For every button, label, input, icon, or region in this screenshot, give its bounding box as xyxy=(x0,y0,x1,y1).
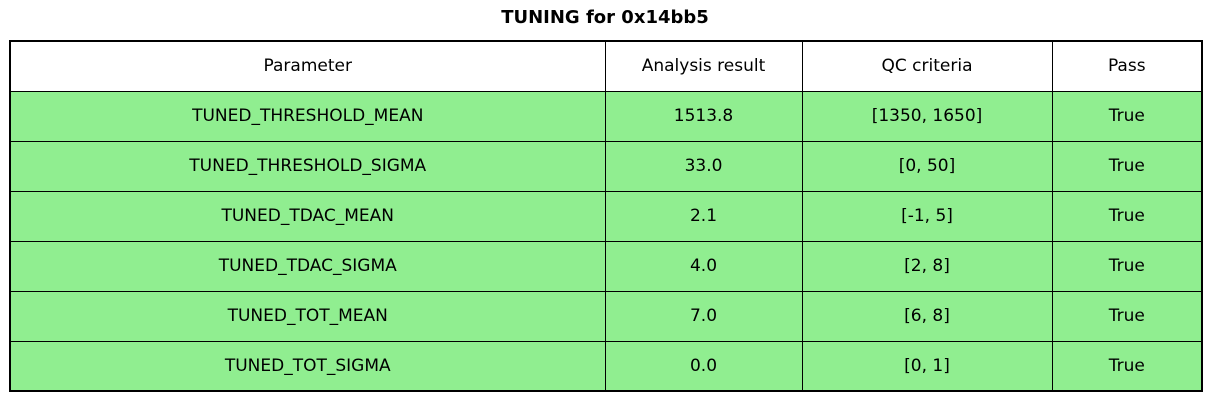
analysis-result-cell: 7.0 xyxy=(604,290,803,342)
parameter-cell: TUNED_TDAC_MEAN xyxy=(9,190,606,242)
parameter-cell: TUNED_TOT_SIGMA xyxy=(9,340,606,392)
qc-criteria-table: Parameter Analysis result QC criteria Pa… xyxy=(9,40,1203,392)
table-row: TUNED_THRESHOLD_MEAN 1513.8 [1350, 1650]… xyxy=(9,90,1203,142)
header-row: Parameter Analysis result QC criteria Pa… xyxy=(9,40,1203,92)
pass-cell: True xyxy=(1051,340,1203,392)
parameter-cell: TUNED_TOT_MEAN xyxy=(9,290,606,342)
analysis-result-cell: 2.1 xyxy=(604,190,803,242)
table-header: Parameter Analysis result QC criteria Pa… xyxy=(9,40,1203,92)
qc-criteria-cell: [2, 8] xyxy=(801,240,1053,292)
table-row: TUNED_TOT_SIGMA 0.0 [0, 1] True xyxy=(9,340,1203,392)
analysis-result-cell: 1513.8 xyxy=(604,90,803,142)
table-body: TUNED_THRESHOLD_MEAN 1513.8 [1350, 1650]… xyxy=(9,90,1203,392)
parameter-cell: TUNED_THRESHOLD_MEAN xyxy=(9,90,606,142)
column-header-parameter: Parameter xyxy=(9,40,606,92)
qc-criteria-cell: [0, 1] xyxy=(801,340,1053,392)
pass-cell: True xyxy=(1051,240,1203,292)
table-row: TUNED_TDAC_SIGMA 4.0 [2, 8] True xyxy=(9,240,1203,292)
qc-criteria-cell: [6, 8] xyxy=(801,290,1053,342)
pass-cell: True xyxy=(1051,190,1203,242)
qc-criteria-cell: [0, 50] xyxy=(801,140,1053,192)
analysis-result-cell: 0.0 xyxy=(604,340,803,392)
table-row: TUNED_TOT_MEAN 7.0 [6, 8] True xyxy=(9,290,1203,342)
qc-criteria-cell: [1350, 1650] xyxy=(801,90,1053,142)
figure-title: TUNING for 0x14bb5 xyxy=(501,7,709,28)
pass-cell: True xyxy=(1051,90,1203,142)
column-header-analysis-result: Analysis result xyxy=(604,40,803,92)
table-row: TUNED_TDAC_MEAN 2.1 [-1, 5] True xyxy=(9,190,1203,242)
table-row: TUNED_THRESHOLD_SIGMA 33.0 [0, 50] True xyxy=(9,140,1203,192)
column-header-qc-criteria: QC criteria xyxy=(801,40,1053,92)
analysis-result-cell: 33.0 xyxy=(604,140,803,192)
column-header-pass: Pass xyxy=(1051,40,1203,92)
pass-cell: True xyxy=(1051,290,1203,342)
parameter-cell: TUNED_TDAC_SIGMA xyxy=(9,240,606,292)
analysis-result-cell: 4.0 xyxy=(604,240,803,292)
qc-criteria-cell: [-1, 5] xyxy=(801,190,1053,242)
parameter-cell: TUNED_THRESHOLD_SIGMA xyxy=(9,140,606,192)
pass-cell: True xyxy=(1051,140,1203,192)
